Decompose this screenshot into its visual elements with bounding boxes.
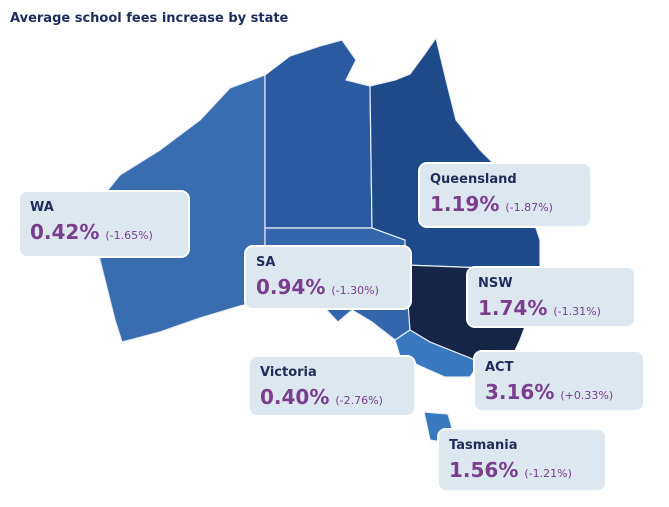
region-name: ACT: [485, 360, 514, 375]
region-value: 0.42%: [30, 220, 100, 244]
region-value: 0.40%: [260, 385, 330, 409]
act-label: ACT 3.16% (+0.33%): [473, 350, 645, 412]
sa-label: SA 0.94% (-1.30%): [244, 245, 412, 310]
region-change: (+0.33%): [560, 389, 614, 402]
region-change: (-1.21%): [524, 467, 572, 480]
region-value: 1.74%: [478, 296, 548, 320]
region-change: (-1.87%): [505, 201, 553, 214]
region-change: (-1.65%): [105, 229, 153, 242]
region-name: WA: [30, 200, 54, 215]
region-value: 1.56%: [449, 458, 519, 482]
region-name: NSW: [478, 276, 513, 291]
region-name: SA: [256, 255, 276, 270]
qld-label: Queensland 1.19% (-1.87%): [418, 162, 592, 228]
region-name: Tasmania: [449, 438, 518, 453]
region-change: (-2.76%): [335, 394, 383, 407]
tas-label: Tasmania 1.56% (-1.21%): [437, 428, 607, 492]
region-change: (-1.31%): [553, 305, 601, 318]
region-name: Victoria: [260, 365, 317, 380]
region-value: 3.16%: [485, 380, 555, 404]
nsw-label: NSW 1.74% (-1.31%): [466, 266, 636, 328]
vic-label: Victoria 0.40% (-2.76%): [248, 355, 416, 417]
wa-label: WA 0.42% (-1.65%): [18, 190, 190, 258]
region-name: Queensland: [430, 172, 517, 187]
region-value: 0.94%: [256, 275, 326, 299]
region-value: 1.19%: [430, 192, 500, 216]
region-change: (-1.30%): [331, 284, 379, 297]
title: Average school fees increase by state: [10, 11, 289, 26]
qld-shape: [369, 36, 541, 271]
nt-shape: [264, 39, 373, 229]
